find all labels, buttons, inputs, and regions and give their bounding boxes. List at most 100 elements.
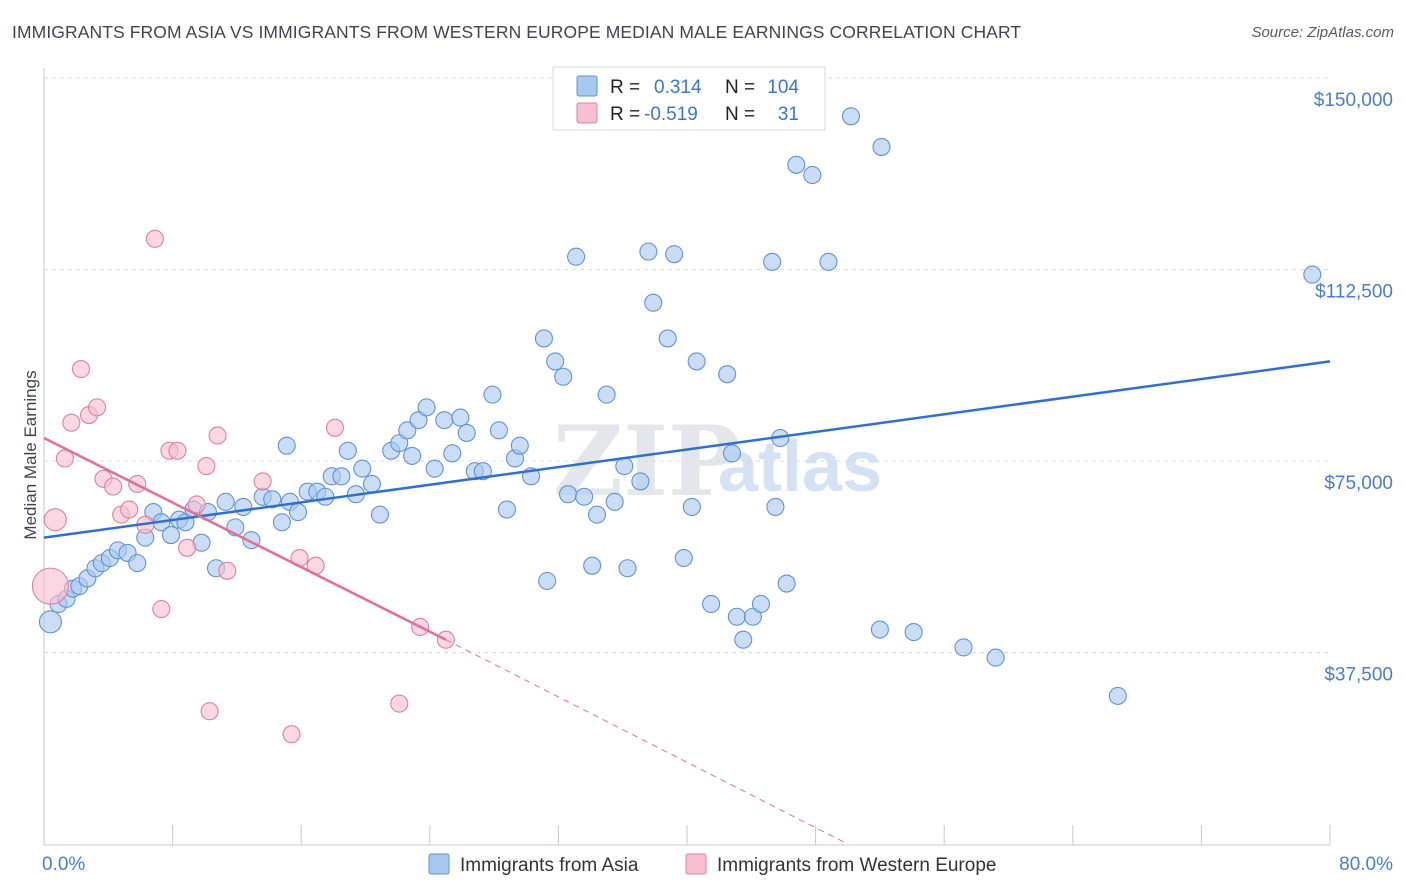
series-western-europe xyxy=(31,229,455,744)
point-asia-76 xyxy=(644,293,663,312)
point-western-europe-16 xyxy=(168,441,187,460)
point-western-europe-14 xyxy=(152,600,171,619)
point-western-europe-2 xyxy=(55,449,74,468)
legend-swatch-asia xyxy=(576,75,598,97)
point-western-europe-13 xyxy=(145,229,164,248)
point-asia-52 xyxy=(457,423,476,442)
point-asia-77 xyxy=(658,329,677,348)
legend-r-label: R = xyxy=(610,77,640,98)
y-tick-label-2: $112,500 xyxy=(1315,282,1393,303)
legend-swatch-western-europe xyxy=(576,102,598,124)
point-asia-69 xyxy=(587,505,607,524)
point-asia-41 xyxy=(370,505,390,524)
point-asia-99 xyxy=(904,623,923,642)
point-asia-87 xyxy=(743,607,762,626)
y-tick-label-3: $150,000 xyxy=(1314,90,1393,111)
point-asia-92 xyxy=(777,574,796,593)
point-asia-27 xyxy=(263,490,282,509)
point-western-europe-27 xyxy=(325,418,345,437)
x-tick-labels: 0.0% 80.0% xyxy=(42,854,1393,875)
bottom-legend-label-asia: Immigrants from Asia xyxy=(460,855,639,876)
point-asia-54 xyxy=(473,462,492,481)
x-tick-label-min: 0.0% xyxy=(42,854,85,875)
point-asia-39 xyxy=(353,459,372,478)
point-western-europe-21 xyxy=(208,426,227,445)
point-western-europe-28 xyxy=(390,694,409,713)
point-western-europe-17 xyxy=(178,538,197,557)
chart-title: IMMIGRANTS FROM ASIA VS IMMIGRANTS FROM … xyxy=(12,22,1022,42)
point-asia-56 xyxy=(489,421,508,440)
point-asia-78 xyxy=(665,245,684,264)
y-tick-label-0: $37,500 xyxy=(1324,665,1393,686)
legend-r-value-western-europe: -0.519 xyxy=(644,104,698,125)
point-asia-37 xyxy=(338,441,357,460)
point-asia-59 xyxy=(510,436,529,455)
point-asia-95 xyxy=(819,252,838,271)
point-asia-81 xyxy=(687,352,706,371)
point-asia-48 xyxy=(425,459,444,478)
point-asia-55 xyxy=(483,385,502,404)
chart-source: Source: ZipAtlas.com xyxy=(1251,24,1394,41)
point-asia-63 xyxy=(546,352,565,371)
trend-lines xyxy=(43,360,1331,845)
trend-line-asia xyxy=(43,360,1331,539)
point-asia-49 xyxy=(435,411,454,430)
point-asia-89 xyxy=(763,252,782,271)
point-asia-24 xyxy=(234,497,253,517)
point-asia-82 xyxy=(702,594,721,614)
point-asia-51 xyxy=(451,408,470,427)
point-asia-67 xyxy=(575,487,594,506)
point-asia-15 xyxy=(161,525,181,545)
bottom-legend-swatch-western-europe xyxy=(685,853,707,875)
y-axis-label: Median Male Earnings xyxy=(21,370,40,539)
bottom-legend-label-western-europe: Immigrants from Western Europe xyxy=(717,855,996,876)
point-western-europe-19 xyxy=(197,457,216,476)
legend-n-label: N = xyxy=(725,104,755,125)
point-western-europe-22 xyxy=(218,561,237,580)
trend-line-western-europe-extension xyxy=(445,639,848,845)
point-western-europe-1 xyxy=(43,508,67,532)
point-asia-28 xyxy=(272,513,291,532)
point-asia-74 xyxy=(631,472,650,491)
point-asia-43 xyxy=(390,434,409,453)
point-asia-57 xyxy=(497,500,517,519)
watermark-atlas: atlas xyxy=(718,427,882,507)
point-western-europe-3 xyxy=(62,413,81,432)
point-asia-100 xyxy=(954,638,973,657)
legend-r-label: R = xyxy=(610,104,640,125)
point-asia-22 xyxy=(216,492,235,511)
point-asia-47 xyxy=(417,398,436,417)
point-asia-45 xyxy=(403,446,422,465)
point-asia-75 xyxy=(639,242,658,261)
y-tick-labels: $37,500 $75,000 $112,500 $150,000 xyxy=(1314,90,1393,686)
point-asia-34 xyxy=(316,487,335,506)
point-western-europe-10 xyxy=(120,500,139,519)
point-asia-101 xyxy=(986,648,1005,667)
legend: R = 0.314 N = 104 R = -0.519 N = 31 xyxy=(552,66,826,131)
point-asia-65 xyxy=(558,485,578,504)
legend-r-value-asia: 0.314 xyxy=(654,77,702,98)
y-tick-label-1: $75,000 xyxy=(1324,473,1393,494)
point-western-europe-4 xyxy=(71,360,91,379)
point-asia-103 xyxy=(1303,265,1322,284)
point-western-europe-23 xyxy=(253,472,272,491)
point-asia-102 xyxy=(1108,686,1127,705)
point-asia-98 xyxy=(870,620,889,639)
point-asia-66 xyxy=(567,247,586,266)
x-tick-label-max: 80.0% xyxy=(1339,854,1393,875)
point-asia-93 xyxy=(787,155,806,174)
point-asia-86 xyxy=(734,630,753,649)
point-asia-61 xyxy=(534,329,553,348)
point-asia-83 xyxy=(718,365,737,384)
point-asia-94 xyxy=(803,165,822,185)
legend-n-label: N = xyxy=(725,77,755,98)
point-asia-80 xyxy=(682,497,701,517)
point-asia-79 xyxy=(674,548,693,568)
point-western-europe-8 xyxy=(104,477,123,496)
point-asia-36 xyxy=(332,467,351,486)
legend-n-value-asia: 104 xyxy=(767,77,799,98)
point-western-europe-20 xyxy=(200,702,219,721)
bottom-legend: Immigrants from Asia Immigrants from Wes… xyxy=(428,853,996,876)
legend-n-value-western-europe: 31 xyxy=(778,104,799,125)
point-asia-44 xyxy=(398,421,417,440)
